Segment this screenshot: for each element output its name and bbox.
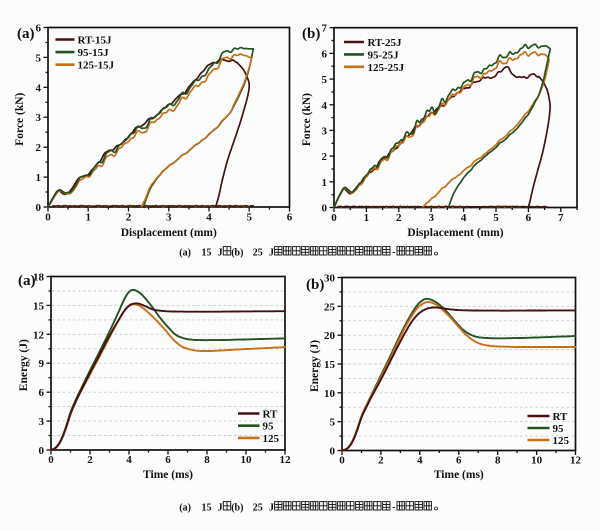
svg-text:Force (kN): Force (kN) — [301, 93, 313, 146]
svg-text:RT-15J: RT-15J — [78, 35, 113, 47]
svg-text:1: 1 — [322, 177, 328, 189]
svg-text:95: 95 — [553, 423, 565, 435]
svg-text:20: 20 — [324, 330, 336, 342]
svg-text:Time (ms): Time (ms) — [434, 469, 484, 481]
svg-text:5: 5 — [246, 212, 252, 224]
svg-text:Force (kN): Force (kN) — [14, 92, 26, 145]
svg-text:12: 12 — [280, 454, 292, 466]
svg-text:3: 3 — [39, 416, 45, 428]
svg-text:10: 10 — [241, 454, 253, 466]
svg-text:5: 5 — [322, 74, 328, 86]
svg-text:4: 4 — [417, 455, 423, 467]
svg-text:8: 8 — [204, 454, 210, 466]
svg-text:RT: RT — [553, 411, 569, 423]
svg-text:(b): (b) — [231, 248, 243, 259]
svg-text:(a): (a) — [18, 273, 36, 289]
svg-text:4: 4 — [206, 212, 212, 224]
svg-text:RT: RT — [263, 409, 279, 421]
svg-text:3: 3 — [322, 125, 328, 137]
svg-text:8: 8 — [495, 455, 501, 467]
svg-text:5: 5 — [36, 52, 42, 64]
svg-text:15: 15 — [202, 503, 212, 514]
svg-text:7: 7 — [558, 212, 564, 224]
svg-text:J: J — [218, 248, 223, 259]
svg-text:J: J — [269, 248, 274, 259]
svg-text:RT-25J: RT-25J — [368, 37, 403, 49]
svg-text:0: 0 — [48, 454, 54, 466]
svg-text:(b): (b) — [302, 26, 320, 42]
svg-text:125: 125 — [553, 435, 570, 447]
svg-text:125-15J: 125-15J — [78, 60, 115, 72]
svg-text:0: 0 — [322, 203, 328, 215]
svg-text:25: 25 — [253, 503, 263, 514]
svg-text:Time (ms): Time (ms) — [143, 469, 193, 481]
svg-text:2: 2 — [396, 212, 402, 224]
svg-text:6: 6 — [287, 212, 293, 224]
svg-text:125: 125 — [263, 433, 280, 445]
svg-text:4: 4 — [461, 212, 467, 224]
svg-text:6: 6 — [165, 454, 171, 466]
svg-text:15: 15 — [324, 359, 336, 371]
svg-text:5: 5 — [330, 417, 336, 429]
svg-text:9: 9 — [39, 358, 45, 370]
svg-text:Energy (J): Energy (J) — [18, 339, 30, 391]
svg-text:(a): (a) — [179, 248, 191, 259]
svg-text:J: J — [218, 503, 223, 514]
svg-text:12: 12 — [570, 455, 582, 467]
svg-text:95-25J: 95-25J — [368, 49, 400, 61]
svg-text:3: 3 — [428, 212, 434, 224]
svg-text:2: 2 — [322, 151, 328, 163]
svg-text:Displacement (mm): Displacement (mm) — [121, 227, 217, 239]
svg-text:18: 18 — [33, 272, 45, 284]
svg-text:125-25J: 125-25J — [368, 62, 405, 74]
svg-text:1: 1 — [364, 212, 370, 224]
svg-text:2: 2 — [378, 455, 384, 467]
svg-text:30: 30 — [324, 273, 336, 285]
svg-text:-: - — [392, 247, 395, 258]
svg-text:12: 12 — [33, 329, 45, 341]
svg-text:(b): (b) — [231, 503, 243, 514]
svg-text:5: 5 — [493, 212, 499, 224]
svg-text:15: 15 — [33, 300, 45, 312]
svg-text:2: 2 — [87, 454, 93, 466]
svg-text:0: 0 — [36, 202, 42, 214]
svg-text:95: 95 — [263, 421, 275, 433]
svg-text:6: 6 — [322, 48, 328, 60]
svg-text:0: 0 — [331, 212, 337, 224]
svg-text:1: 1 — [36, 172, 42, 184]
svg-text:0: 0 — [39, 445, 45, 457]
svg-text:25: 25 — [324, 301, 336, 313]
svg-text:6: 6 — [36, 23, 42, 35]
svg-text:(a): (a) — [179, 503, 191, 514]
svg-text:10: 10 — [531, 455, 543, 467]
svg-text:J: J — [269, 503, 274, 514]
svg-text:0: 0 — [330, 446, 336, 458]
svg-text:2: 2 — [36, 142, 42, 154]
svg-text:95-15J: 95-15J — [78, 47, 110, 59]
svg-text:6: 6 — [526, 212, 532, 224]
svg-text:0: 0 — [339, 455, 345, 467]
svg-text:2: 2 — [126, 212, 132, 224]
svg-text:0: 0 — [45, 212, 51, 224]
svg-text:25: 25 — [253, 248, 263, 259]
svg-text:10: 10 — [324, 388, 336, 400]
svg-text:1: 1 — [85, 212, 91, 224]
svg-text:6: 6 — [456, 455, 462, 467]
svg-text:3: 3 — [36, 112, 42, 124]
svg-text:Energy (J): Energy (J) — [309, 340, 321, 392]
svg-text:6: 6 — [39, 387, 45, 399]
svg-text:4: 4 — [126, 454, 132, 466]
svg-text:-: - — [392, 502, 395, 513]
svg-text:Displacement (mm): Displacement (mm) — [407, 227, 503, 239]
svg-text:7: 7 — [322, 23, 328, 35]
svg-text:(a): (a) — [17, 26, 35, 42]
svg-text:3: 3 — [166, 212, 172, 224]
svg-text:4: 4 — [322, 100, 328, 112]
svg-text:(b): (b) — [306, 277, 324, 293]
svg-text:4: 4 — [36, 82, 42, 94]
svg-text:15: 15 — [202, 248, 212, 259]
